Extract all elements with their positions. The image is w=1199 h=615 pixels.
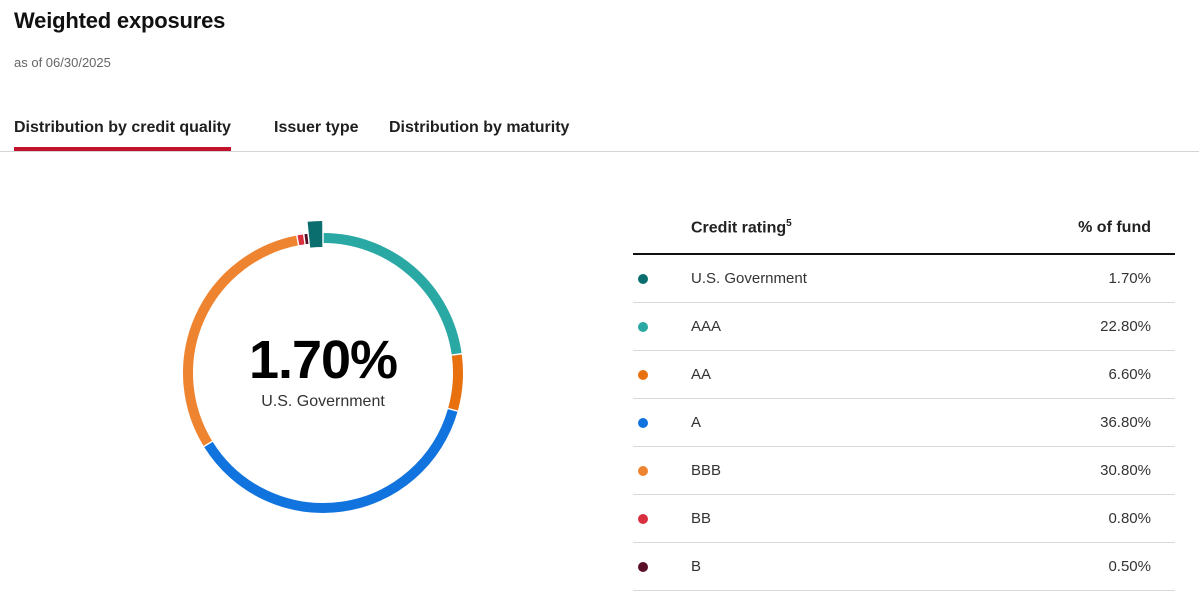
header-spacer [633, 203, 691, 255]
legend-dot [638, 370, 648, 381]
legend-dot-cell [633, 398, 691, 447]
rating-label: U.S. Government [691, 254, 955, 303]
legend-dot-cell [633, 302, 691, 351]
legend-dot [638, 514, 648, 525]
table-row[interactable]: BB 0.80% [633, 494, 1175, 543]
rating-value: 0.50% [954, 542, 1175, 591]
legend-dot-cell [633, 446, 691, 495]
rating-value: 22.80% [954, 302, 1175, 351]
legend-dot-cell [633, 350, 691, 399]
legend-dot [638, 274, 648, 285]
tab-maturity[interactable]: Distribution by maturity [389, 119, 570, 136]
rating-value: 0.80% [954, 494, 1175, 543]
legend-dot [638, 418, 648, 429]
donut-svg [183, 221, 463, 513]
legend-dot [638, 322, 648, 333]
table-header-row: Credit rating5 % of fund [633, 203, 1175, 255]
rating-value: 1.70% [954, 254, 1175, 303]
rating-label: BBB [691, 446, 955, 495]
legend-dot-cell [633, 254, 691, 303]
legend-dot-cell [633, 542, 691, 591]
header-pct-of-fund: % of fund [954, 203, 1175, 255]
rating-value: 36.80% [954, 398, 1175, 447]
tab-credit-quality[interactable]: Distribution by credit quality [14, 119, 231, 151]
donut-chart: 1.70% U.S. Government [170, 200, 476, 530]
table-row[interactable]: AA 6.60% [633, 350, 1175, 399]
rating-value: 30.80% [954, 446, 1175, 495]
rating-label: AA [691, 350, 955, 399]
tab-bar: Distribution by credit quality Issuer ty… [0, 112, 1199, 152]
legend-dot [638, 466, 648, 477]
table-row[interactable]: A 36.80% [633, 398, 1175, 447]
page-title: Weighted exposures [14, 8, 226, 33]
donut-slice-bbb[interactable] [183, 235, 298, 446]
table-row[interactable]: B 0.50% [633, 542, 1175, 591]
donut-slice-a[interactable] [204, 409, 458, 513]
rating-value: 6.60% [954, 350, 1175, 399]
rating-label: B [691, 542, 955, 591]
as-of-date: as of 06/30/2025 [14, 55, 111, 70]
center-label: U.S. Government [261, 393, 385, 410]
donut-slice-aaa[interactable] [323, 233, 462, 355]
table-row[interactable]: U.S. Government 1.70% [633, 254, 1175, 303]
tab-issuer-type[interactable]: Issuer type [274, 119, 359, 136]
credit-rating-table: Credit rating5 % of fund U.S. Government… [633, 203, 1175, 591]
legend-dot-cell [633, 494, 691, 543]
rating-label: A [691, 398, 955, 447]
table-row[interactable]: BBB 30.80% [633, 446, 1175, 495]
rating-label: AAA [691, 302, 955, 351]
table-row[interactable]: AAA 22.80% [633, 302, 1175, 351]
rating-label: BB [691, 494, 955, 543]
header-credit-rating: Credit rating5 [691, 203, 955, 255]
donut-slice-u-s-government[interactable] [307, 221, 323, 248]
center-value: 1.70% [248, 330, 398, 390]
donut-slice-aa[interactable] [448, 354, 463, 411]
legend-dot [638, 562, 648, 573]
donut-slice-bb[interactable] [297, 234, 305, 246]
